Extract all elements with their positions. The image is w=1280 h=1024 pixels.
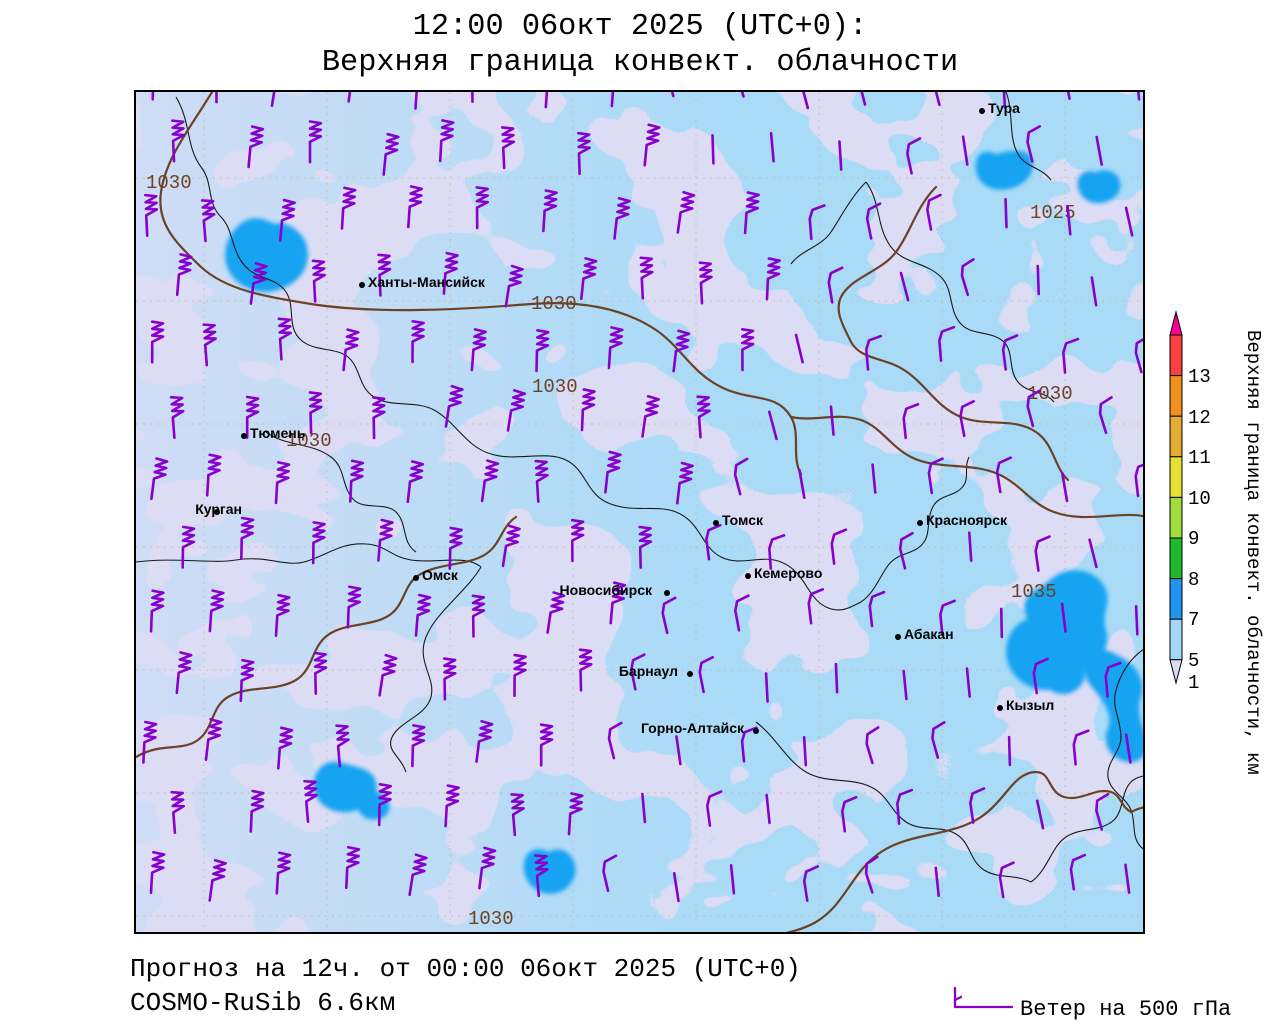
svg-text:Ветер на 500 гПа: Ветер на 500 гПа bbox=[1020, 997, 1231, 1022]
svg-text:1030: 1030 bbox=[531, 293, 577, 315]
svg-text:10: 10 bbox=[1188, 488, 1211, 510]
svg-text:13: 13 bbox=[1188, 366, 1211, 388]
svg-text:1035: 1035 bbox=[1011, 581, 1057, 603]
svg-text:9: 9 bbox=[1188, 528, 1199, 550]
svg-text:Верхняя граница конвект. облач: Верхняя граница конвект. облачности, км bbox=[1242, 330, 1264, 775]
svg-text:1: 1 bbox=[1188, 672, 1199, 694]
svg-text:1030: 1030 bbox=[532, 376, 578, 398]
svg-text:11: 11 bbox=[1188, 447, 1211, 469]
svg-text:5: 5 bbox=[1188, 650, 1199, 672]
svg-text:8: 8 bbox=[1188, 569, 1199, 591]
svg-text:7: 7 bbox=[1188, 609, 1199, 631]
svg-text:1030: 1030 bbox=[146, 172, 192, 194]
svg-text:1030: 1030 bbox=[468, 908, 514, 930]
svg-text:12: 12 bbox=[1188, 407, 1211, 429]
